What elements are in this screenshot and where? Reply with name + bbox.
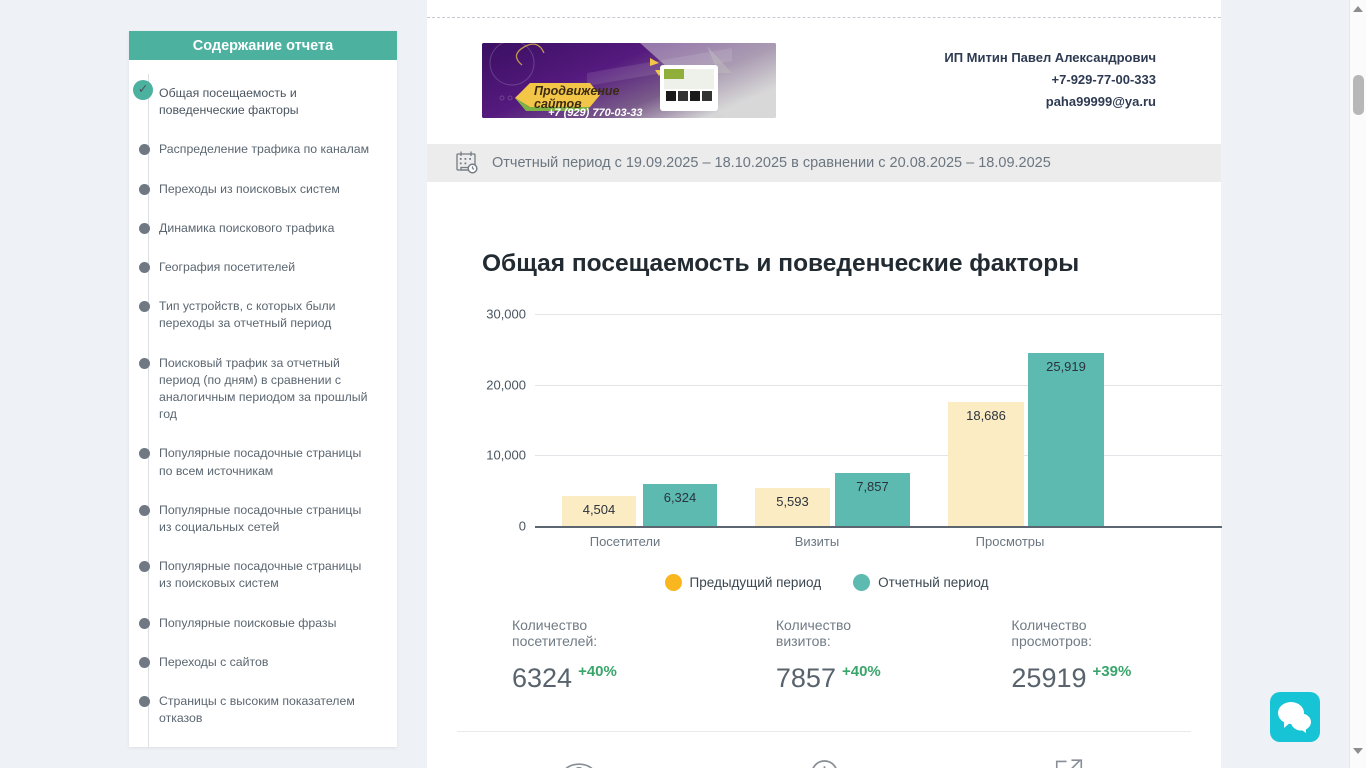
svg-text:Продвижение: Продвижение [534,84,620,98]
svg-text:+7 (929) 770-03-33: +7 (929) 770-03-33 [548,107,642,118]
